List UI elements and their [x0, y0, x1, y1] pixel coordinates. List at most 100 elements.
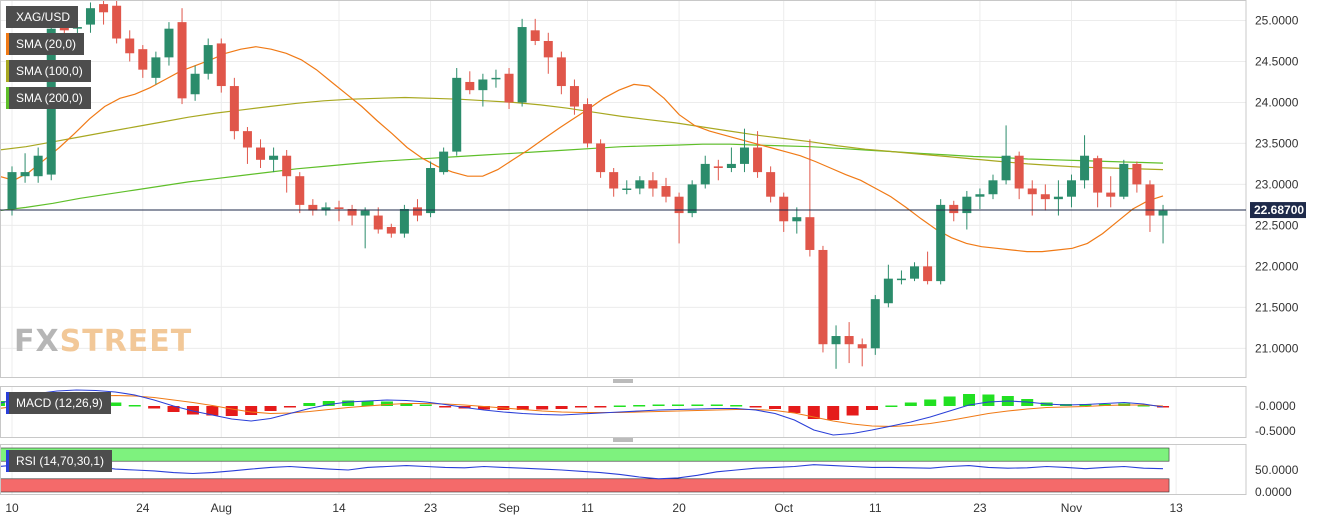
candle-body: [583, 104, 593, 144]
macd-hist-bar: [788, 406, 801, 413]
candle-body: [242, 131, 252, 148]
candle-body: [151, 57, 161, 78]
macd-hist-bar: [807, 406, 820, 419]
candle-body: [504, 73, 514, 103]
candle-body: [112, 5, 122, 39]
sma20-swatch: [6, 33, 9, 55]
price-tick-label: 21.0000: [1255, 341, 1299, 355]
legend-sma200[interactable]: SMA (200,0): [6, 87, 91, 109]
legend-sma20[interactable]: SMA (20,0): [6, 33, 85, 55]
candle-body: [125, 38, 135, 54]
candle-body: [399, 208, 409, 234]
candle-body: [661, 186, 671, 197]
candle-body: [648, 180, 658, 189]
price-tick-label: 23.5000: [1255, 136, 1299, 150]
candle-body: [190, 73, 200, 95]
candle-body: [295, 176, 305, 205]
candle-body: [857, 344, 867, 349]
macd-hist-bar: [342, 400, 355, 406]
price-tick-label: 21.5000: [1255, 300, 1299, 314]
candle-body: [1066, 180, 1076, 197]
macd-hist-bar: [167, 406, 180, 412]
x-tick-label: 20: [672, 501, 686, 515]
candle-body: [700, 163, 710, 185]
candle-body: [1027, 188, 1037, 195]
candle-body: [569, 86, 579, 107]
candle-body: [883, 278, 893, 304]
macd-hist-bar: [400, 403, 413, 406]
candle-body: [1145, 184, 1155, 216]
symbol-label[interactable]: XAG/USD: [6, 6, 79, 28]
candle-body: [412, 207, 422, 216]
panel-frame-1: [0, 386, 1247, 438]
candle-body: [1132, 163, 1142, 185]
candle-body: [739, 147, 749, 164]
macd-tick-label: -0.0000: [1255, 399, 1296, 413]
fxstreet-logo: FXSTREET: [14, 324, 193, 359]
rsi-swatch: [6, 450, 9, 472]
candle-body: [465, 81, 475, 91]
candle-body: [556, 57, 566, 87]
macd-hist-bar: [904, 402, 917, 406]
macd-panel: [0, 389, 1170, 436]
legend-sma100[interactable]: SMA (100,0): [6, 60, 91, 82]
macd-hist-bar: [322, 401, 335, 406]
candle-body: [1093, 158, 1103, 193]
macd-hist-bar: [536, 406, 549, 410]
candle-body: [910, 266, 920, 279]
candle-body: [334, 207, 344, 209]
candle-body: [321, 207, 331, 211]
candle-body: [962, 196, 972, 214]
macd-hist-bar: [1137, 405, 1150, 407]
x-tick-label: Aug: [211, 501, 232, 515]
candle-body: [452, 77, 462, 152]
sma200-line: [0, 143, 1164, 212]
candle-body: [844, 336, 854, 345]
macd-swatch: [6, 392, 9, 414]
sma200-label: SMA (200,0): [16, 91, 83, 105]
macd-hist-bar: [652, 404, 665, 406]
macd-hist-bar: [924, 399, 937, 406]
candle-body: [177, 22, 187, 99]
grid: [0, 0, 1246, 494]
macd-hist-bar: [866, 406, 879, 410]
macd-hist-bar: [128, 405, 141, 407]
x-tick-label: 11: [581, 501, 594, 515]
legend-macd[interactable]: MACD (12,26,9): [6, 392, 111, 414]
candle-body: [373, 215, 383, 230]
legend-rsi[interactable]: RSI (14,70,30,1): [6, 450, 113, 472]
price-axis: 25.0000 24.5000 24.0000 23.5000 23.0000 22.50…: [1255, 13, 1299, 499]
candle-body: [1080, 155, 1090, 181]
candle-body: [517, 27, 527, 103]
macd-hist-bar: [516, 406, 529, 410]
macd-hist-bar: [109, 402, 122, 406]
candle-body: [779, 196, 789, 222]
candle-body: [543, 40, 553, 58]
candle-body: [269, 155, 279, 160]
x-tick-label: 24: [136, 501, 150, 515]
candle-body: [936, 204, 946, 282]
macd-hist-bar: [749, 406, 762, 408]
moving-averages: [0, 46, 1164, 253]
x-tick-label: 14: [332, 501, 346, 515]
price-tick-label: 23.0000: [1255, 177, 1299, 191]
candle-body: [622, 188, 632, 190]
macd-line: [0, 389, 1164, 436]
rsi-overbought-zone: [0, 447, 1170, 462]
candle-body: [674, 196, 684, 214]
candle-body: [1119, 163, 1129, 197]
candle-body: [426, 168, 436, 214]
candle-body: [20, 172, 30, 177]
macd-tick-label: -0.5000: [1255, 424, 1296, 438]
candle-body: [870, 299, 880, 349]
candle-body: [1053, 196, 1063, 200]
candle-body: [7, 172, 17, 209]
candle-body: [85, 8, 95, 25]
candle-body: [609, 172, 619, 189]
macd-hist-bar: [419, 404, 432, 406]
macd-hist-bar: [613, 405, 626, 407]
macd-hist-bar: [846, 406, 859, 416]
macd-hist-bar: [730, 405, 743, 407]
macd-signal-line: [0, 394, 1164, 428]
